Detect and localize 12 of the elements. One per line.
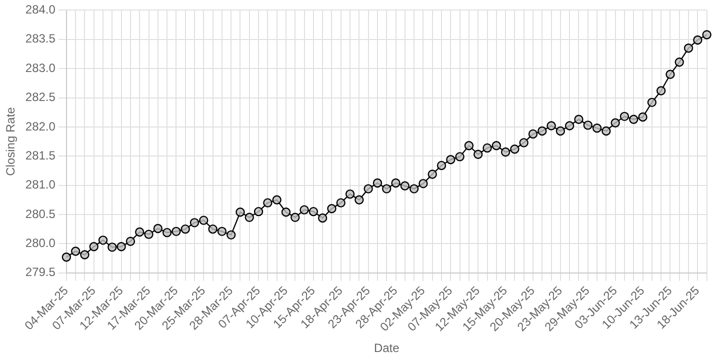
- y-tick-label: 283.0: [25, 60, 56, 75]
- y-tick-label: 280.0: [25, 236, 56, 250]
- y-tick-label: 282.5: [25, 90, 56, 104]
- y-tick-label: 284.0: [25, 2, 56, 17]
- y-axis-title: Closing Rate: [4, 106, 18, 176]
- y-tick-label: 280.5: [25, 206, 56, 221]
- y-tick-label: 279.5: [25, 265, 56, 280]
- y-tick-label: 283.5: [25, 32, 56, 46]
- y-tick-label: 281.5: [25, 148, 56, 162]
- x-axis-title: Date: [374, 341, 400, 356]
- y-tick-label: 282.0: [25, 119, 56, 134]
- y-tick-label: 281.0: [25, 178, 56, 192]
